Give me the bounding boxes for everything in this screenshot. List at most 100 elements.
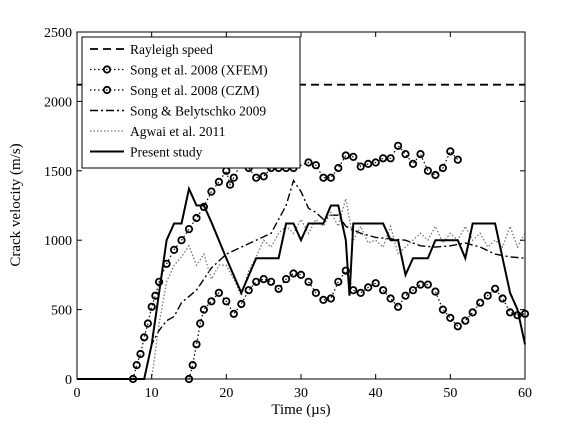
x-tick-label: 60 bbox=[518, 386, 532, 401]
data-point-song-et-al-2008-xfem bbox=[147, 302, 156, 311]
y-tick-label: 500 bbox=[51, 304, 72, 319]
legend-marker-song-et-al-2008-xfem bbox=[102, 65, 112, 74]
data-point-song-et-al-2008-czm bbox=[505, 308, 515, 317]
data-point-song-et-al-2008-xfem bbox=[438, 163, 447, 173]
x-tick-label: 10 bbox=[145, 386, 159, 401]
data-point-song-et-al-2008-czm bbox=[416, 280, 425, 289]
legend-label-present-study: Present study bbox=[130, 145, 203, 160]
data-point-song-et-al-2008-czm bbox=[188, 360, 197, 370]
data-point-song-et-al-2008-czm bbox=[326, 294, 335, 303]
data-point-song-et-al-2008-czm bbox=[423, 280, 432, 289]
data-point-song-et-al-2008-czm bbox=[214, 288, 223, 297]
data-point-song-et-al-2008-czm bbox=[229, 309, 238, 318]
data-point-song-et-al-2008-xfem bbox=[136, 349, 145, 359]
data-point-song-et-al-2008-czm bbox=[274, 284, 283, 293]
data-point-song-et-al-2008-czm bbox=[237, 299, 246, 309]
data-point-song-et-al-2008-xfem bbox=[132, 360, 141, 370]
data-point-song-et-al-2008-xfem bbox=[177, 236, 186, 245]
data-point-song-et-al-2008-czm bbox=[252, 277, 261, 286]
data-point-song-et-al-2008-czm bbox=[408, 286, 418, 295]
data-point-song-et-al-2008-xfem bbox=[453, 155, 462, 164]
data-point-song-et-al-2008-czm bbox=[296, 270, 306, 279]
data-point-song-et-al-2008-czm bbox=[438, 305, 447, 314]
legend-label-agwai-et-al-2011: Agwai et al. 2011 bbox=[130, 124, 225, 139]
data-point-song-et-al-2008-czm bbox=[483, 291, 492, 300]
series-line-present-study bbox=[77, 185, 526, 380]
data-point-song-et-al-2008-czm bbox=[401, 291, 410, 300]
data-point-song-et-al-2008-czm bbox=[281, 274, 291, 284]
data-point-song-et-al-2008-xfem bbox=[319, 173, 328, 182]
data-point-song-et-al-2008-czm bbox=[259, 274, 268, 284]
data-point-song-et-al-2008-czm bbox=[393, 302, 403, 311]
data-point-song-et-al-2008-czm bbox=[476, 298, 485, 307]
data-point-song-et-al-2008-xfem bbox=[207, 187, 216, 196]
x-tick-label: 50 bbox=[443, 386, 457, 401]
data-point-song-et-al-2008-xfem bbox=[386, 154, 395, 163]
data-point-song-et-al-2008-xfem bbox=[155, 277, 164, 286]
legend: Rayleigh speed Song et al. 2008 (XFEM) Son… bbox=[81, 36, 301, 169]
data-point-song-et-al-2008-czm bbox=[453, 322, 462, 331]
data-point-song-et-al-2008-czm bbox=[222, 297, 231, 306]
data-point-song-et-al-2008-xfem bbox=[199, 202, 208, 211]
data-point-song-et-al-2008-xfem bbox=[431, 170, 440, 180]
data-point-song-et-al-2008-xfem bbox=[304, 158, 313, 167]
data-point-song-et-al-2008-czm bbox=[378, 286, 388, 295]
x-tick-label: 20 bbox=[219, 386, 233, 401]
data-point-song-et-al-2008-czm bbox=[498, 294, 507, 303]
data-point-song-et-al-2008-czm bbox=[199, 305, 208, 314]
data-point-song-et-al-2008-xfem bbox=[393, 141, 403, 150]
data-point-song-et-al-2008-czm bbox=[304, 277, 313, 286]
data-point-song-et-al-2008-xfem bbox=[252, 173, 261, 182]
legend-marker-song-et-al-2008-czm bbox=[102, 85, 112, 95]
ticks-layer: 0 10 20 30 40 50 60 0 500 1000 1500 2000 2500 bbox=[44, 26, 532, 401]
y-tick-label: 2500 bbox=[44, 26, 72, 41]
data-point-song-et-al-2008-czm bbox=[364, 283, 373, 292]
data-point-song-et-al-2008-czm bbox=[468, 308, 477, 317]
legend-label-song-et-al-2008-xfem: Song et al. 2008 (XFEM) bbox=[130, 63, 268, 78]
data-point-song-et-al-2008-czm bbox=[192, 340, 201, 349]
series-layer bbox=[77, 83, 530, 384]
data-point-song-et-al-2008-czm bbox=[431, 287, 440, 296]
data-point-song-et-al-2008-xfem bbox=[184, 225, 194, 234]
data-point-song-et-al-2008-xfem bbox=[229, 173, 238, 182]
data-point-song-et-al-2008-xfem bbox=[311, 161, 320, 170]
series-line-song-belytschko-2009 bbox=[143, 178, 526, 380]
data-point-song-et-al-2008-xfem bbox=[214, 177, 223, 186]
y-tick-label: 0 bbox=[65, 373, 72, 388]
data-point-song-et-al-2008-czm bbox=[341, 266, 350, 275]
data-point-song-et-al-2008-xfem bbox=[356, 162, 365, 171]
data-point-song-et-al-2008-xfem bbox=[349, 152, 358, 161]
data-point-song-et-al-2008-xfem bbox=[364, 159, 373, 168]
data-point-song-et-al-2008-xfem bbox=[226, 180, 235, 189]
data-point-song-et-al-2008-xfem bbox=[334, 163, 343, 173]
data-point-song-et-al-2008-czm bbox=[371, 279, 380, 288]
data-point-song-et-al-2008-czm bbox=[490, 284, 500, 293]
data-point-song-et-al-2008-xfem bbox=[378, 154, 388, 163]
data-point-song-et-al-2008-czm bbox=[266, 277, 276, 286]
y-tick-label: 1500 bbox=[44, 165, 72, 180]
data-point-song-et-al-2008-xfem bbox=[423, 166, 432, 175]
x-axis-title: Time (µs) bbox=[271, 402, 330, 418]
data-point-song-et-al-2008-czm bbox=[311, 288, 320, 297]
data-point-song-et-al-2008-czm bbox=[196, 319, 205, 328]
data-point-song-et-al-2008-czm bbox=[244, 286, 253, 295]
data-point-song-et-al-2008-xfem bbox=[326, 173, 335, 182]
series-line-agwai-et-al-2011 bbox=[151, 198, 526, 380]
data-point-song-et-al-2008-czm bbox=[207, 297, 216, 306]
data-point-song-et-al-2008-xfem bbox=[408, 159, 418, 168]
y-tick-label: 2000 bbox=[44, 95, 72, 110]
y-tick-label: 1000 bbox=[44, 234, 72, 249]
y-axis-title: Crack velocity (m/s) bbox=[8, 143, 24, 266]
data-point-song-et-al-2008-xfem bbox=[446, 147, 455, 156]
data-point-song-et-al-2008-czm bbox=[446, 313, 455, 322]
data-point-song-et-al-2008-czm bbox=[319, 295, 328, 304]
data-point-song-et-al-2008-xfem bbox=[143, 319, 152, 328]
data-point-song-et-al-2008-czm bbox=[289, 269, 298, 278]
data-point-song-et-al-2008-xfem bbox=[192, 213, 201, 223]
legend-label-song-belytschko-2009: Song & Belytschko 2009 bbox=[130, 104, 266, 119]
data-point-song-et-al-2008-czm bbox=[334, 277, 343, 286]
data-point-song-et-al-2008-xfem bbox=[140, 333, 149, 342]
legend-box bbox=[81, 36, 301, 169]
data-point-song-et-al-2008-xfem bbox=[170, 245, 179, 254]
